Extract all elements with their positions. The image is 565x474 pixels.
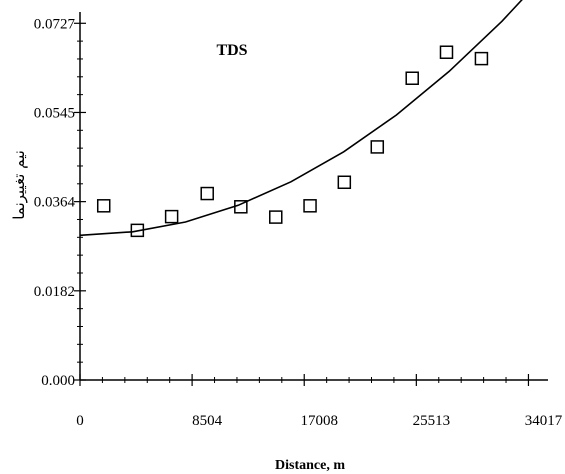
data-points-layer <box>96 45 489 238</box>
data-point <box>200 186 214 201</box>
x-axis-label: Distance, m <box>275 458 345 473</box>
data-point <box>130 223 145 238</box>
data-point <box>405 71 419 85</box>
x-tick-label: 25513 <box>413 413 451 429</box>
data-point <box>303 199 317 213</box>
y-tick-label: 0.0364 <box>34 195 76 211</box>
x-tick-label: 8504 <box>192 413 223 429</box>
y-tick-label: 0.0545 <box>34 105 75 121</box>
data-point <box>337 175 352 190</box>
data-point <box>474 51 489 66</box>
data-point <box>370 140 385 154</box>
fit-curve <box>80 0 523 237</box>
y-axis-label: نیم تغییرنما <box>10 150 28 220</box>
data-point <box>439 45 454 59</box>
y-tick-label: 0.000 <box>41 373 75 389</box>
chart-axes <box>79 12 548 381</box>
data-point <box>96 199 111 213</box>
x-tick-label: 17008 <box>300 413 338 429</box>
x-tick-label: 34017 <box>525 413 563 429</box>
data-point <box>234 200 248 214</box>
y-tick-label: 0.0182 <box>34 284 75 300</box>
x-axis-ticks: 0 8504 17008 25513 34017 <box>76 374 563 429</box>
fit-curve-layer <box>80 0 523 237</box>
chart-title: TDS <box>216 42 247 59</box>
y-axis-ticks: 0.000 0.0182 0.0364 0.0545 0.0727 <box>34 16 86 389</box>
y-tick-label: 0.0727 <box>34 16 76 32</box>
x-tick-label: 0 <box>76 413 84 429</box>
data-point <box>269 210 283 224</box>
data-point <box>164 209 179 224</box>
